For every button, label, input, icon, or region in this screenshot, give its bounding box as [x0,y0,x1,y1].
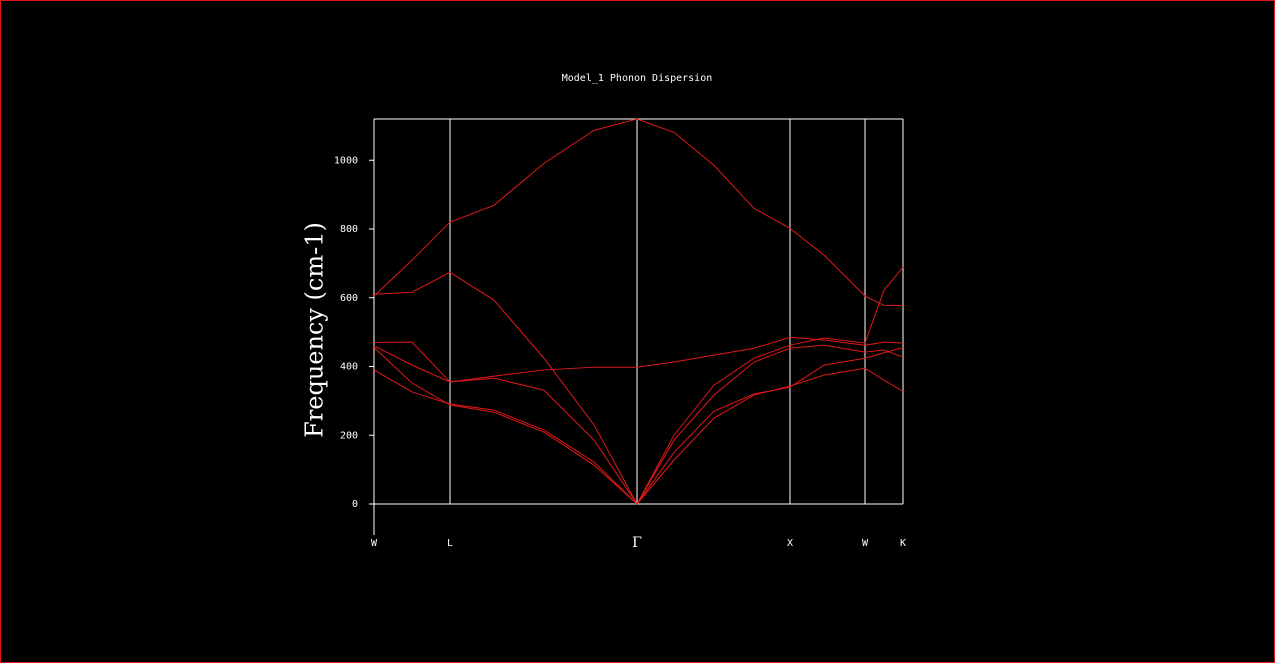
dispersion-branch [373,347,904,505]
y-tick-label: 200 [340,430,358,441]
y-tick-label: 800 [340,224,358,235]
dispersion-branch [373,266,904,506]
y-tick-label: 400 [340,362,358,373]
x-tick-label: W [862,538,869,549]
y-tick-label: 600 [340,293,358,304]
y-axis-label: Frequency (cm-1) [301,222,329,438]
dispersion-branch [373,344,904,505]
dispersion-branch [373,118,904,307]
x-tick-label: W [371,538,378,549]
x-tick-label: X [787,538,793,549]
y-tick-label: 0 [352,499,358,510]
chart-title: Model_1 Phonon Dispersion [562,73,713,84]
x-tick-label: L [447,538,453,549]
dispersion-branch [373,347,904,505]
y-tick-label: 1000 [334,155,358,166]
x-tick-label: K [900,538,906,549]
x-tick-label: Γ [632,535,642,551]
dispersion-branch [373,336,904,383]
